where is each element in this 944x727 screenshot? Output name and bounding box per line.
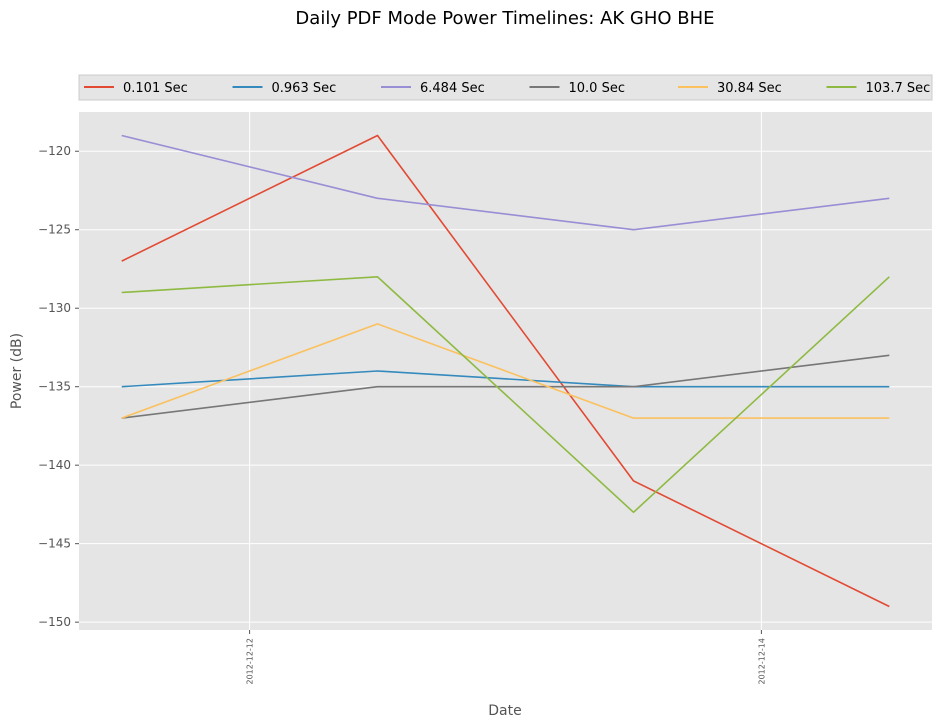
legend-box	[78, 74, 933, 101]
y-tick-label: −130	[38, 301, 71, 315]
legend-label: 30.84 Sec	[717, 81, 782, 96]
legend-label: 6.484 Sec	[420, 81, 485, 96]
x-tick-label: 2012-12-14	[757, 638, 766, 685]
legend-label: 10.0 Sec	[569, 81, 625, 96]
x-tick-label: 2012-12-12	[246, 638, 255, 685]
y-axis: −120 −125 −130 −135 −140 −145 −150	[38, 144, 79, 629]
series-line	[121, 323, 890, 419]
y-tick-label: −150	[38, 615, 71, 629]
legend-label: 0.101 Sec	[123, 81, 188, 96]
y-tick-label: −135	[38, 380, 71, 394]
y-tick-label: −120	[38, 144, 71, 158]
legend-label: 0.963 Sec	[272, 81, 337, 96]
legend-label: 103.7 Sec	[866, 81, 931, 96]
x-axis-label: Date	[488, 703, 521, 719]
x-axis: 2012-12-12 2012-12-14	[246, 630, 766, 685]
legend: 0.101 Sec 0.963 Sec 6.484 Sec 10.0 Sec 30.84…	[78, 74, 933, 101]
chart-title: Daily PDF Mode Power Timelines: AK GHO B…	[295, 8, 714, 29]
y-tick-label: −140	[38, 458, 71, 472]
y-tick-label: −125	[38, 223, 71, 237]
series-line	[121, 134, 890, 231]
y-tick-label: −145	[38, 537, 71, 551]
series-line	[121, 275, 890, 514]
y-axis-label: Power (dB)	[9, 333, 25, 409]
series-lines	[121, 134, 890, 608]
series-line	[121, 354, 890, 419]
series-line	[121, 370, 890, 388]
series-line	[121, 134, 890, 608]
